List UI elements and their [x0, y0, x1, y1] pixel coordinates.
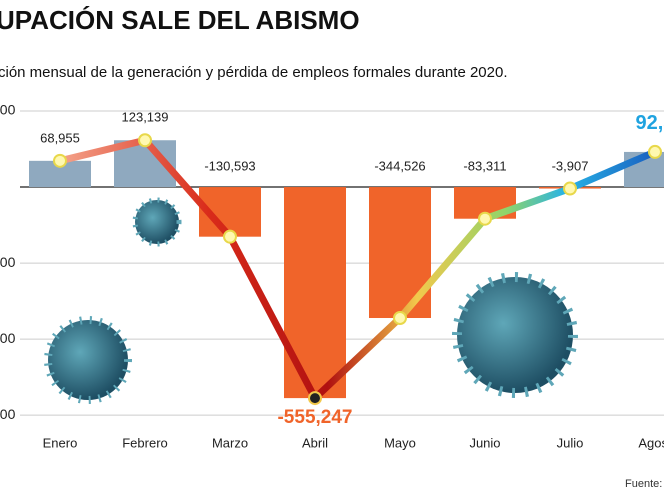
point: [393, 311, 407, 326]
x-tick-label: Abril: [302, 435, 328, 450]
y-tick-label: 600: [0, 406, 16, 422]
x-tick-label: Junio: [469, 435, 500, 450]
point: [308, 391, 322, 406]
bar: [284, 187, 346, 399]
y-tick-label: 200: [0, 102, 16, 118]
chart-title: UPACIÓN SALE DEL ABISMO: [0, 5, 360, 35]
chart-subtitle: ción mensual de la generación y pérdida …: [0, 64, 508, 81]
value-label: -555,247: [277, 407, 352, 428]
value-label: 92,3: [636, 112, 664, 134]
point: [138, 133, 152, 148]
x-tick-label: Julio: [557, 435, 584, 450]
x-tick-label: Marzo: [212, 435, 248, 450]
value-label: 68,955: [40, 130, 80, 145]
x-tick-label: Enero: [43, 435, 78, 450]
value-label: -344,526: [374, 158, 425, 173]
y-tick-label: 200: [0, 254, 16, 270]
value-label: -130,593: [204, 158, 255, 173]
virus-decoration: [44, 197, 578, 404]
value-label: 123,139: [122, 110, 169, 125]
point: [563, 181, 577, 196]
x-tick-label: Febrero: [122, 435, 168, 450]
trend-line: [59, 136, 657, 402]
bar: [369, 187, 431, 319]
y-tick-label: 400: [0, 330, 16, 346]
point: [223, 229, 237, 244]
value-label: -83,311: [463, 158, 506, 173]
point: [648, 144, 662, 159]
x-tick-label: Agost: [638, 435, 664, 450]
point: [478, 211, 492, 226]
point: [53, 153, 67, 168]
source: Fuente:: [625, 478, 662, 490]
value-label: -3,907: [552, 158, 589, 173]
x-tick-label: Mayo: [384, 435, 416, 450]
